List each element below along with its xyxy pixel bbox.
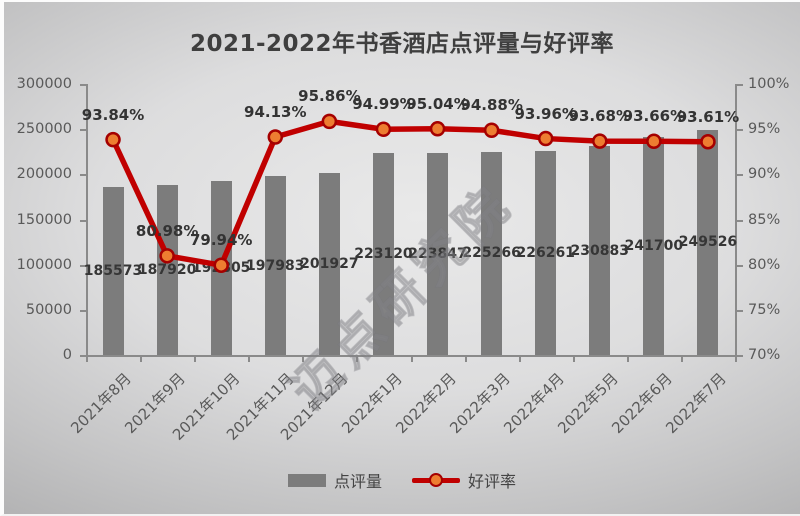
bar-value-label: 197983 [246, 257, 305, 274]
right-axis-tick [737, 219, 743, 222]
line-marker-icon [321, 113, 338, 130]
line-value-label: 93.66% [622, 107, 686, 126]
bar-value-label: 187920 [137, 262, 197, 279]
right-axis-tick [737, 174, 743, 177]
chart-title: 2021-2022年书香酒店点评量与好评率 [189, 31, 615, 57]
right-axis-tick [737, 264, 743, 267]
line-marker-icon [267, 129, 284, 145]
right-axis-tick-label: 80% [748, 256, 781, 273]
line-value-label: 93.68% [568, 107, 632, 126]
legend: 点评量 好评率 [4, 468, 800, 492]
line-value-label: 94.13% [244, 103, 307, 122]
right-axis-tick-label: 95% [748, 121, 781, 138]
x-axis-tick [410, 357, 413, 362]
left-axis-tick [80, 355, 86, 357]
right-axis-tick-label: 75% [748, 301, 781, 318]
left-axis-tick-label: 200000 [16, 166, 72, 183]
bar-value-label: 192805 [191, 259, 251, 276]
line-marker-icon [375, 121, 392, 138]
bar-value-label: 241700 [624, 237, 684, 254]
right-axis-tick [737, 355, 743, 357]
left-axis-tick [80, 174, 86, 177]
line-marker-icon [429, 121, 446, 137]
line-swatch-marker-icon [429, 472, 443, 487]
left-axis-tick-label: 250000 [16, 121, 72, 138]
line-marker-icon [537, 130, 554, 147]
right-axis-tick-label: 100% [748, 76, 790, 92]
bar-value-label: 223847 [408, 245, 467, 262]
left-axis-tick [80, 129, 86, 132]
line-value-label: 80.98% [135, 221, 199, 240]
right-axis-tick-label: 90% [748, 166, 781, 183]
x-axis-tick [86, 357, 88, 362]
left-axis-tick-label: 300000 [16, 76, 72, 92]
right-axis-line [735, 84, 737, 355]
x-axis-tick [572, 357, 575, 362]
x-axis-tick [140, 357, 143, 362]
right-axis-tick-label: 85% [748, 211, 781, 228]
bar-value-label: 223120 [354, 246, 413, 263]
left-axis-tick-label: 0 [62, 347, 72, 363]
x-axis-tick [626, 357, 629, 362]
line-value-label: 79.94% [189, 231, 253, 250]
left-axis-tick-label: 100000 [16, 256, 72, 273]
left-axis-tick [80, 264, 86, 267]
line-value-label: 95.86% [298, 87, 361, 106]
bar-series-swatch [287, 473, 326, 487]
bar-value-label: 230883 [570, 242, 630, 259]
line-value-label: 93.61% [676, 107, 740, 126]
line-value-label: 93.84% [81, 105, 145, 124]
line-series-swatch [412, 472, 460, 488]
x-axis-tick [194, 357, 197, 362]
right-axis-tick [737, 84, 743, 86]
line-marker-icon [105, 131, 121, 148]
legend-label-review-count: 点评量 [333, 472, 382, 491]
bar-value-label: 226261 [516, 244, 575, 261]
left-axis-line [86, 84, 88, 355]
right-axis-tick [737, 129, 743, 132]
bar-value-label: 185573 [83, 263, 143, 280]
line-marker-icon [483, 122, 500, 139]
x-axis-tick [356, 357, 359, 362]
left-axis-tick-label: 150000 [16, 211, 72, 228]
line-value-label: 94.99% [352, 95, 415, 114]
x-axis-tick [735, 357, 737, 362]
legend-item-positive-rate: 好评率 [412, 468, 516, 492]
bar-value-label: 249526 [678, 234, 738, 251]
x-axis-tick [302, 357, 305, 362]
x-axis-line [86, 355, 737, 357]
left-axis-tick [80, 309, 86, 312]
legend-label-positive-rate: 好评率 [468, 472, 517, 491]
left-axis-tick [80, 219, 86, 222]
x-axis-tick [518, 357, 521, 362]
line-value-label: 94.88% [460, 96, 523, 115]
line-value-label: 95.04% [406, 94, 469, 113]
left-axis-tick-label: 50000 [25, 301, 72, 318]
right-axis-tick [737, 309, 743, 312]
x-axis-tick [680, 357, 683, 362]
right-axis-tick-label: 70% [748, 347, 781, 363]
bar-value-label: 225266 [462, 245, 521, 262]
line-value-label: 93.96% [514, 104, 577, 123]
x-axis-tick [464, 357, 467, 362]
left-axis-tick [80, 84, 86, 86]
bar-value-label: 201927 [300, 255, 359, 272]
x-axis-tick [248, 357, 251, 362]
legend-item-review-count: 点评量 [287, 468, 382, 492]
